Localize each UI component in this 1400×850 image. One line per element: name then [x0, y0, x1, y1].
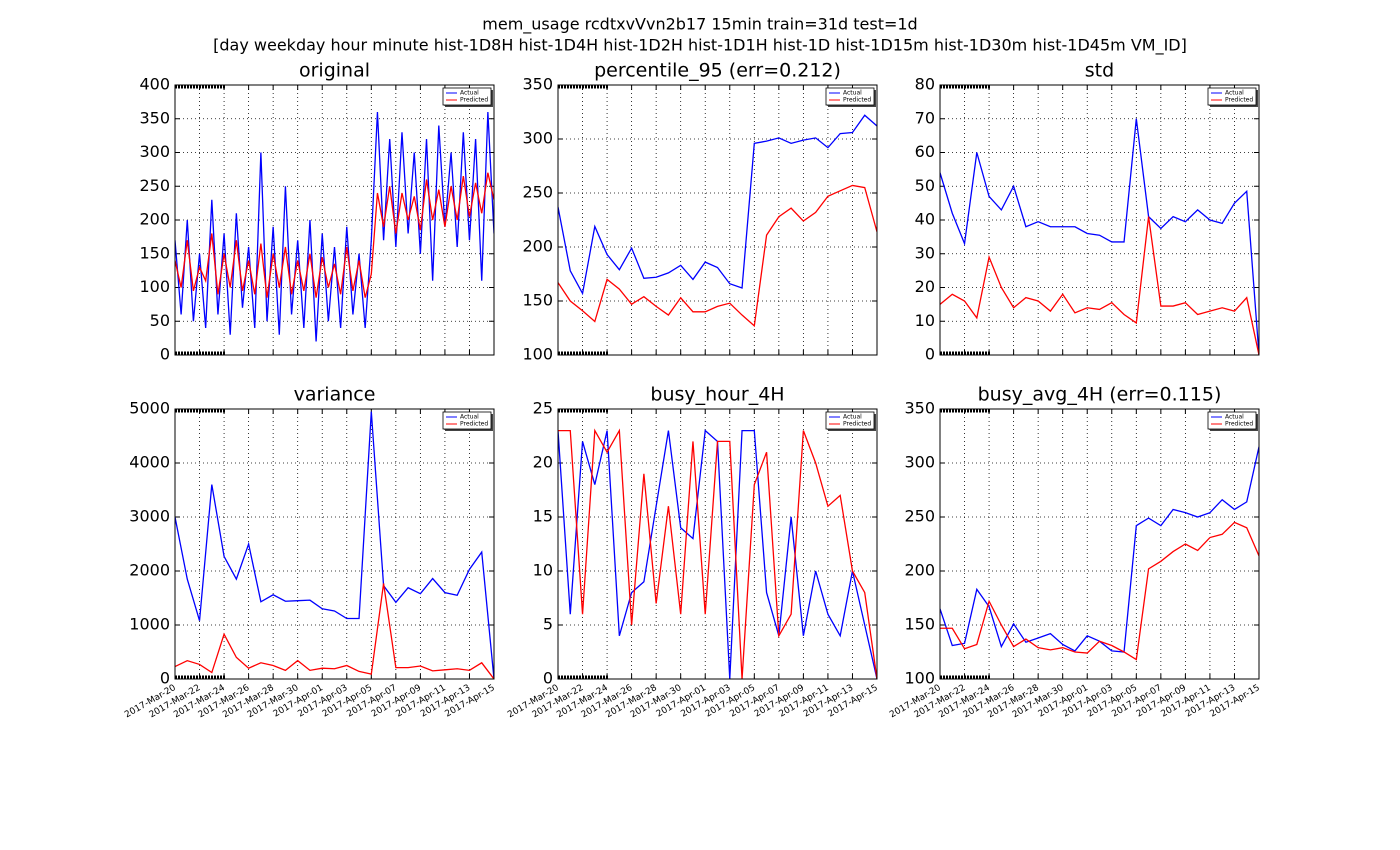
y-tick-label: 15	[533, 507, 553, 526]
y-tick-label: 100	[522, 345, 553, 364]
chart-title: original	[299, 60, 370, 82]
legend-box	[442, 87, 492, 106]
series-line	[175, 172, 494, 298]
chart-title: std	[1085, 60, 1114, 82]
legend-label: Predicted	[460, 421, 488, 428]
y-tick-label: 350	[522, 75, 553, 94]
legend-box	[825, 87, 875, 106]
legend-label: Predicted	[1225, 97, 1253, 104]
y-tick-label: 60	[915, 142, 935, 161]
y-tick-label: 400	[139, 75, 170, 94]
legend-label: Actual	[1225, 90, 1244, 97]
series-line	[175, 111, 494, 342]
chart-title: busy_avg_4H (err=0.115)	[978, 384, 1222, 406]
series-line	[558, 429, 877, 679]
legend-box	[825, 411, 875, 430]
legend-label: Actual	[1225, 414, 1244, 421]
y-tick-label: 250	[139, 176, 170, 195]
subplot: percentile_95 (err=0.212) 100 150 200 250 300…	[522, 60, 878, 364]
y-tick-label: 1000	[129, 615, 170, 634]
y-tick-label: 150	[522, 291, 553, 310]
plot-area	[175, 411, 494, 679]
series-line	[175, 583, 494, 679]
y-tick-label: 3000	[129, 507, 170, 526]
y-tick-label: 350	[904, 399, 935, 418]
series-line	[558, 114, 877, 296]
chart-title: percentile_95 (err=0.212)	[594, 60, 841, 82]
y-tick-label: 100	[139, 277, 170, 296]
plot-area	[175, 111, 494, 342]
y-tick-label: 20	[533, 453, 553, 472]
y-tick-label: 20	[915, 277, 935, 296]
legend-box	[442, 411, 492, 430]
plot-area	[558, 114, 877, 328]
axes-frame	[174, 408, 495, 680]
chart-title: busy_hour_4H	[650, 384, 784, 406]
subplot: busy_hour_4H2017-Mar-202017-Mar-222017-M…	[506, 384, 880, 721]
y-tick-label: 50	[915, 176, 935, 195]
figure-subtitle: [day weekday hour minute hist-1D8H hist-…	[213, 36, 1187, 56]
y-tick-label: 150	[139, 243, 170, 262]
y-tick-label: 0	[160, 669, 170, 688]
legend-label: Actual	[843, 414, 862, 421]
y-tick-label: 200	[522, 237, 553, 256]
y-tick-label: 250	[522, 183, 553, 202]
series-line	[940, 521, 1259, 661]
y-tick-label: 5	[543, 615, 553, 634]
y-tick-label: 70	[915, 108, 935, 127]
axes-frame	[557, 84, 878, 356]
series-line	[940, 446, 1259, 653]
y-tick-label: 50	[150, 311, 170, 330]
legend-box	[1207, 87, 1257, 106]
axes-frame	[939, 408, 1260, 680]
y-tick-label: 200	[139, 210, 170, 229]
y-tick-label: 0	[925, 345, 935, 364]
series-line	[558, 428, 877, 679]
legend-label: Actual	[460, 90, 479, 97]
legend-label: Predicted	[460, 97, 488, 104]
legend-label: Predicted	[1225, 421, 1253, 428]
legend-label: Predicted	[843, 421, 871, 428]
chart-title: variance	[294, 384, 376, 406]
y-tick-label: 100	[904, 669, 935, 688]
subplot: original 0 50 100 150 200 250 300 350 400 ActualPr…	[139, 60, 495, 364]
y-tick-label: 25	[533, 399, 553, 418]
y-tick-label: 30	[915, 243, 935, 262]
legend-label: Predicted	[843, 97, 871, 104]
y-tick-label: 250	[904, 507, 935, 526]
plot-area	[558, 428, 877, 679]
y-tick-label: 10	[533, 561, 553, 580]
series-line	[940, 118, 1259, 355]
y-tick-label: 5000	[129, 399, 170, 418]
axes-frame	[174, 84, 495, 356]
plot-area	[940, 446, 1259, 661]
series-line	[940, 216, 1259, 355]
axes-frame	[557, 408, 878, 680]
plot-area	[940, 118, 1259, 355]
y-tick-label: 0	[543, 669, 553, 688]
axes-frame	[939, 84, 1260, 356]
y-tick-label: 0	[160, 345, 170, 364]
y-tick-label: 150	[904, 615, 935, 634]
series-line	[558, 184, 877, 328]
y-tick-label: 4000	[129, 453, 170, 472]
y-tick-label: 300	[139, 142, 170, 161]
y-tick-label: 350	[139, 108, 170, 127]
subplot: variance2017-Mar-202017-Mar-222017-Mar-2…	[123, 384, 497, 721]
legend-label: Actual	[460, 414, 479, 421]
y-tick-label: 80	[915, 75, 935, 94]
y-tick-label: 40	[915, 210, 935, 229]
y-tick-label: 300	[522, 129, 553, 148]
legend-box	[1207, 411, 1257, 430]
y-tick-label: 200	[904, 561, 935, 580]
subplot: busy_avg_4H (err=0.115)2017-Mar-202017-M…	[888, 384, 1262, 721]
figure-title: mem_usage rcdtxvVvn2b17 15min train=31d …	[482, 15, 917, 35]
y-tick-label: 10	[915, 311, 935, 330]
y-tick-label: 2000	[129, 561, 170, 580]
y-tick-label: 300	[904, 453, 935, 472]
series-line	[175, 411, 494, 679]
legend-label: Actual	[843, 90, 862, 97]
